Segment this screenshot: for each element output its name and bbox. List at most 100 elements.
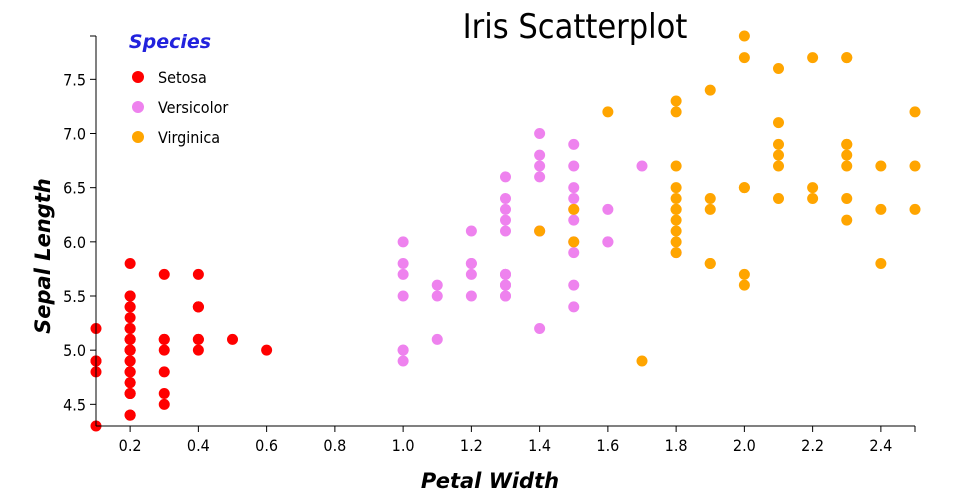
data-point-virginica bbox=[841, 193, 853, 204]
data-point-virginica bbox=[704, 84, 716, 96]
data-point-versicolor bbox=[500, 171, 511, 183]
data-point-setosa bbox=[158, 366, 170, 378]
data-point-setosa bbox=[124, 377, 136, 389]
data-point-virginica bbox=[841, 138, 853, 150]
data-point-versicolor bbox=[465, 268, 477, 280]
x-tick-label: 2.4 bbox=[869, 436, 892, 455]
data-point-virginica bbox=[704, 258, 716, 269]
data-point-setosa bbox=[124, 258, 136, 269]
x-tick-label: 0.6 bbox=[255, 436, 278, 455]
data-point-versicolor bbox=[568, 193, 580, 204]
data-point-setosa bbox=[124, 344, 136, 356]
data-point-versicolor bbox=[534, 128, 546, 139]
data-point-virginica bbox=[670, 225, 682, 237]
legend-marker-setosa bbox=[132, 71, 144, 83]
data-point-virginica bbox=[670, 247, 682, 259]
data-point-versicolor bbox=[500, 290, 511, 302]
data-point-setosa bbox=[124, 355, 136, 367]
data-point-virginica bbox=[704, 193, 716, 204]
data-point-virginica bbox=[909, 106, 921, 118]
x-tick-label: 2.2 bbox=[801, 436, 824, 455]
x-tick-label: 1.4 bbox=[528, 436, 551, 455]
points-layer bbox=[90, 30, 921, 432]
data-point-virginica bbox=[841, 160, 853, 172]
data-point-versicolor bbox=[397, 268, 409, 280]
data-point-virginica bbox=[670, 182, 682, 194]
legend-label-virginica: Virginica bbox=[158, 128, 220, 147]
data-point-setosa bbox=[124, 388, 136, 399]
data-point-virginica bbox=[909, 203, 921, 215]
x-tick-label: 0.2 bbox=[119, 436, 142, 455]
data-point-versicolor bbox=[500, 279, 511, 291]
data-point-versicolor bbox=[534, 160, 546, 172]
data-point-versicolor bbox=[568, 214, 580, 226]
x-axis-label: Petal Width bbox=[421, 469, 559, 493]
data-point-versicolor bbox=[534, 323, 546, 334]
legend-title: Species bbox=[129, 31, 211, 53]
y-tick-label: 6.0 bbox=[63, 233, 86, 252]
y-tick-label: 7.0 bbox=[63, 125, 86, 144]
data-point-versicolor bbox=[534, 171, 546, 183]
data-point-versicolor bbox=[397, 355, 409, 367]
data-point-virginica bbox=[636, 355, 648, 367]
legend-label-versicolor: Versicolor bbox=[158, 98, 228, 117]
data-point-setosa bbox=[261, 344, 273, 356]
y-tick-label: 6.5 bbox=[63, 179, 86, 198]
data-point-virginica bbox=[670, 203, 682, 215]
data-point-setosa bbox=[158, 268, 170, 280]
x-tick-label: 1.8 bbox=[665, 436, 688, 455]
data-point-versicolor bbox=[465, 290, 477, 302]
data-point-virginica bbox=[773, 63, 784, 74]
x-tick-label: 2.0 bbox=[733, 436, 756, 455]
data-point-setosa bbox=[124, 333, 136, 345]
data-point-virginica bbox=[807, 193, 819, 204]
data-point-virginica bbox=[738, 268, 750, 280]
data-point-virginica bbox=[738, 182, 750, 194]
data-point-versicolor bbox=[431, 333, 443, 345]
data-point-versicolor bbox=[500, 193, 511, 204]
data-point-setosa bbox=[192, 301, 204, 313]
data-point-versicolor bbox=[602, 236, 614, 248]
data-point-versicolor bbox=[568, 182, 580, 194]
data-point-virginica bbox=[704, 203, 716, 215]
data-point-virginica bbox=[568, 236, 580, 248]
data-point-versicolor bbox=[534, 149, 546, 161]
data-point-virginica bbox=[875, 160, 887, 172]
data-point-setosa bbox=[124, 290, 136, 302]
data-point-setosa bbox=[192, 268, 204, 280]
data-point-virginica bbox=[807, 182, 819, 194]
data-point-virginica bbox=[738, 30, 750, 42]
legend-label-setosa: Setosa bbox=[158, 68, 207, 87]
data-point-virginica bbox=[841, 214, 853, 226]
data-point-setosa bbox=[124, 301, 136, 313]
data-point-versicolor bbox=[636, 160, 648, 172]
data-point-versicolor bbox=[397, 290, 409, 302]
x-tick-label: 1.0 bbox=[392, 436, 415, 455]
data-point-versicolor bbox=[431, 279, 443, 291]
data-point-versicolor bbox=[431, 290, 443, 302]
data-point-versicolor bbox=[568, 138, 580, 150]
data-point-versicolor bbox=[568, 279, 580, 291]
data-point-setosa bbox=[158, 388, 170, 399]
x-tick-label: 1.2 bbox=[460, 436, 483, 455]
data-point-setosa bbox=[227, 333, 238, 345]
y-tick-label: 4.5 bbox=[63, 395, 86, 414]
y-tick-label: 7.5 bbox=[63, 70, 86, 89]
data-point-versicolor bbox=[465, 225, 477, 237]
data-point-versicolor bbox=[568, 301, 580, 313]
legend: Species Setosa Versicolor Virginica bbox=[129, 31, 228, 147]
data-point-virginica bbox=[670, 160, 682, 172]
data-point-virginica bbox=[773, 193, 784, 204]
data-point-setosa bbox=[124, 323, 136, 334]
data-point-versicolor bbox=[500, 268, 511, 280]
data-point-setosa bbox=[124, 409, 136, 421]
data-point-virginica bbox=[670, 106, 682, 118]
data-point-virginica bbox=[773, 138, 784, 150]
data-point-virginica bbox=[738, 52, 750, 64]
x-tick-label: 0.8 bbox=[323, 436, 346, 455]
data-point-versicolor bbox=[500, 203, 511, 215]
data-point-virginica bbox=[841, 149, 853, 161]
data-point-versicolor bbox=[500, 214, 511, 226]
data-point-versicolor bbox=[568, 160, 580, 172]
